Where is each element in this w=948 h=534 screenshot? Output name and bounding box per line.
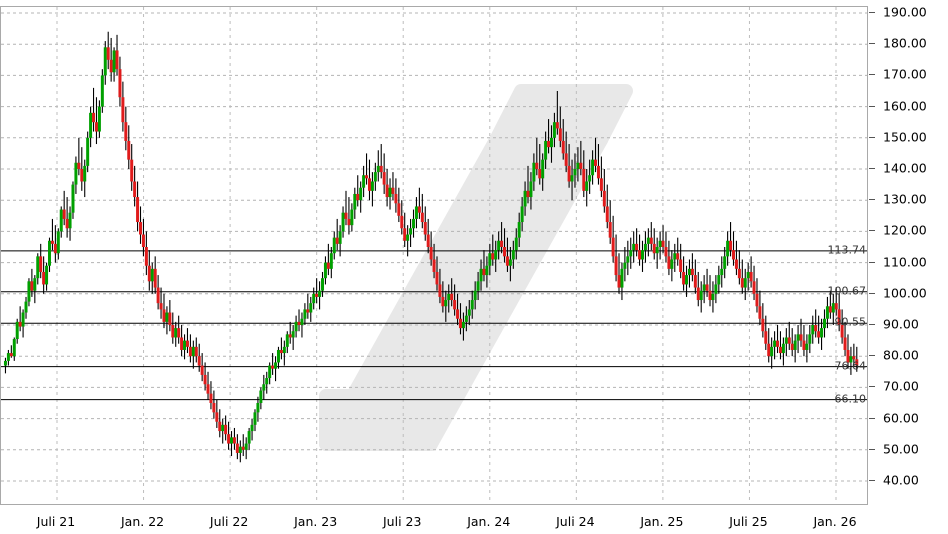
price-level-tag: 90.55 — [834, 315, 867, 329]
candlestick-series — [3, 31, 859, 463]
price-tick-label: 120.00 — [883, 222, 927, 238]
date-tick-label: Jan. 26 — [813, 514, 857, 529]
price-tick-label: 110.00 — [883, 254, 927, 270]
price-level-tag: 66.10 — [834, 392, 867, 406]
price-tick-label: 150.00 — [883, 129, 927, 145]
date-tick-label: Juli 21 — [36, 514, 76, 529]
price-tick-mark — [869, 480, 875, 481]
horizontal-gridlines — [1, 12, 867, 482]
price-tick-label: 180.00 — [883, 35, 927, 51]
price-tick-mark — [869, 261, 875, 263]
candlestick-svg — [1, 7, 867, 504]
price-tick-label: 80.00 — [883, 347, 919, 363]
price-tick-mark — [869, 324, 875, 325]
price-tick-mark — [869, 230, 875, 232]
price-tick-mark — [869, 199, 875, 201]
price-tick-mark — [869, 417, 875, 419]
date-tick-label: Jan. 24 — [467, 514, 511, 529]
price-tick-mark — [869, 168, 875, 169]
price-tick-label: 190.00 — [883, 4, 927, 20]
price-tick-label: 100.00 — [883, 285, 927, 301]
price-tick-label: 170.00 — [883, 66, 927, 82]
price-tick-label: 70.00 — [883, 378, 919, 394]
price-tick-mark — [869, 292, 875, 294]
price-tick-label: 160.00 — [883, 98, 927, 114]
date-tick-label: Jan. 25 — [640, 514, 684, 529]
price-tick-mark — [869, 12, 875, 13]
price-tick-mark — [869, 74, 875, 76]
date-tick-label: Juli 22 — [209, 514, 249, 529]
date-tick-label: Juli 25 — [729, 514, 768, 529]
date-tick-label: Juli 23 — [383, 514, 422, 529]
date-tick-label: Jan. 23 — [294, 514, 338, 529]
price-tick-mark — [869, 43, 875, 45]
date-tick-label: Jan. 22 — [120, 514, 165, 529]
price-tick-mark — [869, 386, 875, 388]
price-tick-label: 130.00 — [883, 191, 927, 207]
chart-plot-area[interactable] — [0, 6, 868, 505]
price-tick-label: 140.00 — [883, 160, 927, 176]
price-tick-label: 90.00 — [883, 316, 919, 332]
price-level-tag: 76.64 — [834, 359, 867, 373]
price-tick-label: 60.00 — [883, 410, 919, 426]
price-tick-mark — [869, 448, 875, 450]
price-tick-label: 40.00 — [883, 472, 919, 488]
price-level-tag: 100.67 — [827, 284, 867, 298]
price-level-tag: 113.74 — [827, 243, 867, 257]
price-tick-label: 50.00 — [883, 441, 919, 457]
price-tick-mark — [869, 136, 875, 138]
date-axis[interactable]: Juli 21 Jan. 22 Juli 22 Jan. 23 Juli 23 Jan. … — [0, 505, 868, 534]
price-tick-mark — [869, 355, 875, 357]
price-axis[interactable]: 190.00 180.00 170.00 160.00 150.00 140.00 130.… — [869, 4, 948, 505]
date-tick-label: Juli 24 — [556, 514, 595, 529]
price-tick-mark — [869, 105, 875, 107]
vertical-gridlines — [56, 7, 837, 504]
